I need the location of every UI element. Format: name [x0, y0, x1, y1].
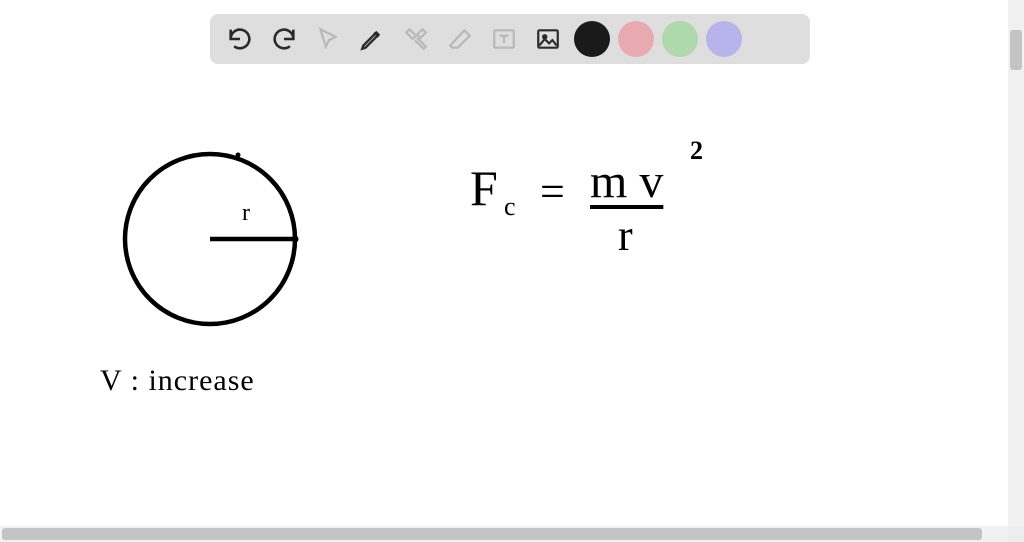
vertical-scrollbar[interactable]	[1008, 0, 1024, 526]
eraser-tool[interactable]	[442, 21, 478, 57]
pointer-icon	[315, 26, 341, 52]
redo-icon	[270, 25, 298, 53]
image-icon	[535, 26, 561, 52]
drawing-toolbar	[210, 14, 810, 64]
color-pink[interactable]	[618, 21, 654, 57]
color-black[interactable]	[574, 21, 610, 57]
note-text: V : increase	[100, 364, 255, 398]
scroll-corner	[1008, 526, 1024, 542]
formula-sq: 2	[690, 136, 703, 166]
pointer-tool[interactable]	[310, 21, 346, 57]
horizontal-scrollbar-thumb[interactable]	[2, 528, 982, 540]
formula-eq: =	[540, 166, 565, 217]
pencil-icon	[359, 26, 385, 52]
settings-tool[interactable]	[398, 21, 434, 57]
textbox-icon	[491, 26, 517, 52]
undo-icon	[226, 25, 254, 53]
canvas[interactable]: r V : increase F c = m v 2 r	[0, 64, 1024, 526]
formula-r: r	[618, 210, 633, 261]
undo-button[interactable]	[222, 21, 258, 57]
formula-F: F	[470, 159, 498, 217]
circle-drawing	[0, 64, 1000, 524]
radius-label: r	[242, 200, 250, 227]
redo-button[interactable]	[266, 21, 302, 57]
vertical-scrollbar-thumb[interactable]	[1010, 30, 1022, 70]
image-tool[interactable]	[530, 21, 566, 57]
color-purple[interactable]	[706, 21, 742, 57]
formula-c: c	[504, 192, 516, 222]
color-green[interactable]	[662, 21, 698, 57]
pencil-tool[interactable]	[354, 21, 390, 57]
tools-icon	[403, 26, 429, 52]
eraser-icon	[447, 26, 473, 52]
horizontal-scrollbar[interactable]	[0, 526, 1008, 542]
textbox-tool[interactable]	[486, 21, 522, 57]
formula-mv: m v	[590, 154, 663, 209]
